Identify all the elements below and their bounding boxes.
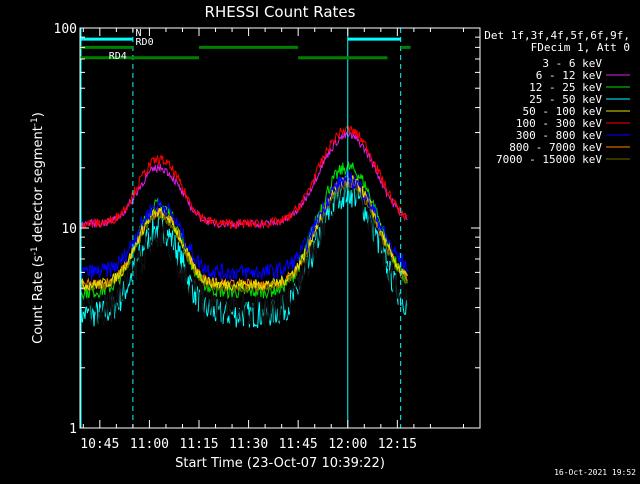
series-line-4 [79, 173, 408, 292]
legend-header-line-1: Det 1f,3f,4f,5f,6f,9f, [484, 29, 630, 42]
x-tick-label-5: 12:00 [328, 437, 367, 452]
y-axis-label: Count Rate (s-1 detector segment-1) [30, 112, 46, 344]
legend-label-5: 100 - 300 keV [516, 117, 602, 130]
series-line-5 [79, 124, 408, 230]
x-tick-label-1: 11:00 [130, 437, 169, 452]
y-tick-label-0: 100 [54, 22, 77, 37]
legend-label-0: 3 - 6 keV [542, 57, 602, 70]
chart-title: RHESSI Count Rates [205, 3, 356, 21]
x-tick-label-4: 11:45 [279, 437, 318, 452]
series-line-6 [79, 170, 408, 282]
series-line-8 [79, 181, 408, 295]
y-tick-label-1: 10 [61, 222, 77, 237]
legend-label-4: 50 - 100 keV [523, 105, 603, 118]
legend-header-line-2: FDecim 1, Att 0 [531, 41, 630, 54]
x-tick-label-2: 11:15 [179, 437, 218, 452]
legend-label-3: 25 - 50 keV [529, 93, 602, 106]
legend-label-1: 6 - 12 keV [536, 69, 603, 82]
vline-layer [80, 28, 402, 428]
series-line-1 [79, 131, 408, 230]
legend-label-8: 7000 - 15000 keV [496, 153, 602, 166]
y-tick-label-2: 1 [69, 422, 77, 437]
flag-label-0: N [136, 28, 142, 39]
flag-label-1: RD0 [136, 37, 154, 48]
x-axis-label: Start Time (23-Oct-07 10:39:22) [175, 456, 385, 471]
y-axis-ticks: 100 10 1 [54, 22, 480, 437]
legend-label-7: 800 - 7000 keV [509, 141, 602, 154]
x-tick-label-3: 11:30 [229, 437, 268, 452]
x-tick-label-0: 10:45 [80, 437, 119, 452]
series-layer [79, 124, 408, 329]
series-line-0 [79, 171, 408, 327]
legend-label-2: 12 - 25 keV [529, 81, 602, 94]
legend-label-6: 300 - 800 keV [516, 129, 602, 142]
timestamp: 16-Oct-2021 19:52 [554, 468, 636, 477]
x-axis-ticks: 10:45 11:00 11:15 11:30 11:45 12:00 12:15 [80, 28, 481, 452]
x-tick-label-6: 12:15 [378, 437, 417, 452]
flag-label-2: RD4 [109, 51, 127, 62]
